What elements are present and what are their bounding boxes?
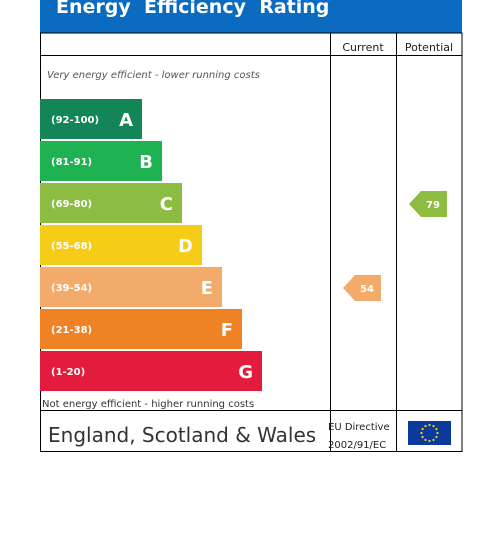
eu-star <box>435 435 438 439</box>
eu-star <box>435 427 438 431</box>
eu-star <box>420 431 423 435</box>
potential-rating-marker: 79 <box>409 191 447 217</box>
current-rating-marker: 54 <box>343 275 381 301</box>
band-range-b: (81-91) <box>51 157 92 168</box>
bottom-note: Not energy efficient - higher running co… <box>42 399 254 410</box>
band-a: (92-100) A <box>40 99 142 139</box>
eu-star <box>424 424 427 428</box>
band-letter-a: A <box>119 110 133 131</box>
band-range-f: (21-38) <box>51 325 92 336</box>
eu-star <box>436 431 439 435</box>
potential-rating-marker-value: 79 <box>426 200 440 211</box>
rating-markers: 54 79 <box>343 191 447 301</box>
band-f: (21-38) F <box>40 309 242 349</box>
band-bar-a <box>40 99 142 139</box>
eu-star <box>432 424 435 428</box>
chart-title: Energy Efficiency Rating <box>56 0 329 18</box>
band-d: (55-68) D <box>40 225 202 265</box>
potential-rating-marker-arrow <box>409 191 447 217</box>
title-banner <box>40 0 462 33</box>
band-b: (81-91) B <box>40 141 162 181</box>
band-range-e: (39-54) <box>51 283 92 294</box>
top-note: Very energy efficient - lower running co… <box>47 70 260 81</box>
band-letter-f: F <box>221 320 233 341</box>
potential-column-header: Potential <box>405 41 453 54</box>
band-bar-d <box>40 225 202 265</box>
band-bar-e <box>40 267 222 307</box>
eu-star <box>421 427 424 431</box>
current-rating-marker-arrow <box>343 275 381 301</box>
rating-bands: (92-100) A (81-91) B (69-80) C (55-68) D (39-54)… <box>40 99 262 391</box>
eu-flag-icon <box>408 421 451 445</box>
band-bar-g <box>40 351 262 391</box>
band-letter-c: C <box>160 194 173 215</box>
eu-star <box>421 435 424 439</box>
band-e: (39-54) E <box>40 267 222 307</box>
eu-star <box>428 423 431 427</box>
band-letter-b: B <box>139 152 153 173</box>
eu-directive-number: 2002/91/EC <box>328 440 386 451</box>
band-c: (69-80) C <box>40 183 182 223</box>
current-column-header: Current <box>342 41 384 54</box>
band-range-g: (1-20) <box>51 367 85 378</box>
eu-directive-label: EU Directive <box>328 422 390 433</box>
eu-star <box>432 438 435 442</box>
band-bar-f <box>40 309 242 349</box>
band-range-c: (69-80) <box>51 199 92 210</box>
eu-star <box>424 438 427 442</box>
eu-star <box>428 439 431 443</box>
band-letter-d: D <box>178 236 193 257</box>
band-range-d: (55-68) <box>51 241 92 252</box>
band-letter-g: G <box>238 362 253 383</box>
band-bar-b <box>40 141 162 181</box>
band-bar-c <box>40 183 182 223</box>
band-letter-e: E <box>201 278 213 299</box>
band-range-a: (92-100) <box>51 115 99 126</box>
band-g: (1-20) G <box>40 351 262 391</box>
region-label: England, Scotland & Wales <box>48 423 316 447</box>
current-rating-marker-value: 54 <box>360 284 374 295</box>
